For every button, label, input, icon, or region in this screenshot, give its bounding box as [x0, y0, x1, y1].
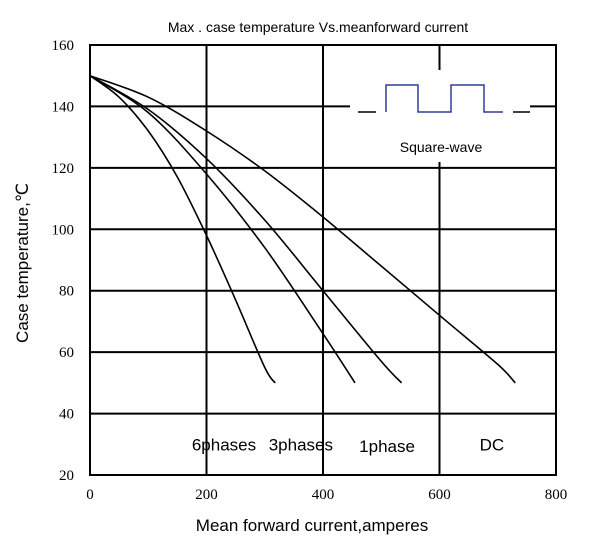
series-lines — [89, 74, 516, 384]
series-line-6phases — [89, 75, 276, 384]
y-tick-label: 140 — [52, 99, 75, 115]
y-tick-label: 60 — [59, 345, 74, 361]
curve-label: DC — [480, 435, 505, 454]
series-line-dc — [89, 74, 516, 384]
y-tick-label: 80 — [59, 284, 74, 300]
x-tick-labels: 0 200 400 600 800 — [86, 487, 567, 503]
x-tick-label: 200 — [195, 487, 218, 503]
inset-label: Square-wave — [400, 139, 483, 155]
x-tick-label: 400 — [312, 487, 335, 503]
series-line-3phases — [89, 75, 356, 384]
x-tick-label: 0 — [86, 487, 94, 503]
square-wave-inset: Square-wave — [350, 70, 530, 162]
grid-lines — [90, 45, 556, 475]
curve-label: 6phases — [192, 435, 256, 454]
x-tick-label: 800 — [545, 487, 568, 503]
y-tick-label: 160 — [52, 38, 75, 54]
plot-area — [89, 44, 557, 476]
y-axis-title: Case temperature,℃ — [13, 183, 32, 343]
y-tick-label: 20 — [59, 468, 74, 484]
y-tick-labels: 20 40 60 80 100 120 140 160 — [52, 38, 75, 484]
x-axis-title: Mean forward current,amperes — [196, 516, 428, 535]
series-line-1phase — [89, 75, 403, 384]
curve-label: 3phases — [269, 435, 333, 454]
square-wave-icon — [385, 84, 503, 113]
curve-labels: 6phases 3phases 1phase DC — [192, 435, 504, 456]
chart-title: Max . case temperature Vs.meanforward cu… — [168, 19, 468, 35]
curve-label: 1phase — [359, 437, 415, 456]
inset-background — [350, 70, 530, 162]
y-tick-label: 120 — [52, 161, 75, 177]
y-tick-label: 100 — [52, 222, 75, 238]
x-tick-label: 600 — [428, 487, 451, 503]
y-tick-label: 40 — [59, 407, 74, 423]
